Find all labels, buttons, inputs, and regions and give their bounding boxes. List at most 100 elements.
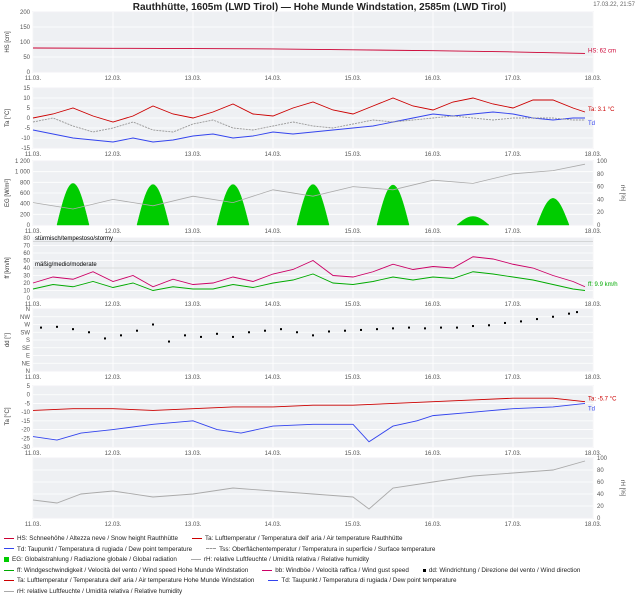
temp-x-tick: 12.03.	[105, 152, 122, 158]
snow-x-tick: 17.03.	[505, 76, 522, 82]
snow-x-tick: 14.03.	[265, 76, 282, 82]
wind-direction-point	[200, 335, 202, 338]
legend-item: Td: Taupunkt / Temperatura di rugiada / …	[4, 545, 192, 556]
legend-item: bb: Windböe / Velocità raffica / Wind gu…	[262, 566, 409, 577]
temp-x-tick: 16.03.	[425, 152, 442, 158]
wind-direction-point	[88, 331, 90, 334]
wind-direction-point	[376, 328, 378, 331]
legend-swatch-icon	[262, 569, 273, 571]
snow-x-tick: 11.03.	[25, 76, 42, 82]
wind-x-tick: 11.03.	[25, 302, 42, 308]
direction-x-tick: 14.03.	[265, 375, 282, 381]
snow-annotation: HS: 62 cm	[588, 48, 616, 54]
temp-y-label: Ta [°C]	[5, 109, 11, 127]
radiation-y2-tick: 100	[597, 159, 608, 165]
legend-row: HS: Schneehöhe / Altezza neve / Snow hei…	[4, 534, 636, 545]
direction-x-tick: 18.03.	[585, 375, 602, 381]
legend-swatch-icon	[4, 548, 14, 550]
wind-y-tick: 50	[23, 259, 30, 265]
temp-annotation: Td	[588, 121, 595, 127]
snow-x-tick: 13.03.	[185, 76, 202, 82]
snow-x-tick: 16.03.	[425, 76, 442, 82]
legend-label: bb: Windböe / Velocità raffica / Wind gu…	[275, 566, 409, 574]
wind-direction-point	[184, 334, 186, 337]
wind-direction-point	[360, 328, 362, 331]
wind-bb-line	[32, 256, 586, 288]
radiation-y-tick: 800	[20, 180, 31, 186]
mountain-humidity-panel-bg	[32, 457, 594, 519]
temp-y-tick: -15	[21, 146, 30, 152]
legend-row: Td: Taupunkt / Temperatura di rugiada / …	[4, 545, 636, 556]
mountain-y-tick: -10	[21, 410, 30, 416]
mountain-annotation: Td	[588, 406, 595, 412]
legend-row: Ta: Lufttemperatur / Temperatura dell' a…	[4, 576, 636, 587]
legend-row: ff: Windgeschwindigkeit / Velocità del v…	[4, 566, 636, 577]
radiation-y-tick: 600	[20, 191, 31, 197]
wind-direction-point	[408, 326, 410, 329]
legend-swatch-icon	[4, 537, 14, 539]
wind-direction-point	[312, 334, 314, 337]
legend-swatch-icon	[206, 548, 217, 550]
wind-direction-point	[488, 324, 490, 327]
mountain-ta-line	[32, 397, 586, 411]
mountain-humidity-x-tick: 16.03.	[425, 522, 442, 528]
wind-y-tick: 60	[23, 251, 30, 257]
legend-swatch-icon	[4, 557, 9, 563]
mountain-x-tick: 12.03.	[105, 451, 122, 457]
wind-y-tick: 30	[23, 274, 30, 280]
direction-x-tick: 13.03.	[185, 375, 202, 381]
radiation-y-tick: 1 000	[15, 170, 31, 176]
wind-direction-point	[248, 331, 250, 334]
radiation-x-tick: 15.03.	[345, 229, 362, 235]
snow-x-tick: 15.03.	[345, 76, 362, 82]
radiation-y2-label: rH [%]	[619, 185, 625, 202]
direction-y-tick: SW	[20, 330, 30, 336]
radiation-day-area	[216, 184, 250, 226]
snow-y-label: HS [cm]	[5, 31, 11, 53]
radiation-y-tick: 400	[20, 202, 31, 208]
wind-y-label: ff [km/h]	[5, 257, 11, 279]
wind-y-tick: 40	[23, 266, 30, 272]
legend-label: EG: Globalstrahlung / Radiazione globale…	[12, 556, 177, 564]
direction-x-tick: 17.03.	[505, 375, 522, 381]
legend-label: Ta: Lufttemperatur / Temperatura dell' a…	[205, 535, 403, 542]
legend: HS: Schneehöhe / Altezza neve / Snow hei…	[4, 534, 636, 598]
radiation-y-tick: 0	[27, 223, 31, 229]
legend-swatch-icon	[4, 569, 14, 571]
mountain-humidity-y2-tick: 100	[597, 456, 608, 462]
radiation-y-tick: 200	[20, 212, 31, 218]
wind-y-tick: 20	[23, 281, 30, 287]
radiation-x-tick: 12.03.	[105, 229, 122, 235]
legend-item: HS: Schneehöhe / Altezza neve / Snow hei…	[4, 534, 178, 545]
radiation-x-tick: 11.03.	[25, 229, 42, 235]
wind-direction-point	[392, 327, 394, 330]
mountain-humidity-x-tick: 13.03.	[185, 522, 202, 528]
mountain-x-tick: 17.03.	[505, 451, 522, 457]
temp-ta-line	[32, 97, 586, 123]
mountain-humidity-y2-tick: 80	[597, 468, 604, 474]
mountain-humidity-y2-tick: 0	[597, 516, 601, 522]
legend-swatch-icon	[192, 537, 203, 539]
wind-direction-point	[344, 329, 346, 332]
mountain-y-tick: -20	[21, 428, 30, 434]
radiation-day-area	[376, 184, 410, 226]
wind-x-tick: 15.03.	[345, 302, 362, 308]
temp-y-tick: -10	[21, 136, 30, 142]
wind-direction-point	[232, 335, 234, 338]
direction-y-tick: N	[26, 307, 30, 313]
snow-x-tick: 18.03.	[585, 76, 602, 82]
wind-y-tick: 80	[23, 236, 30, 242]
legend-item: ff: Windgeschwindigkeit / Velocità del v…	[4, 566, 248, 577]
wind-x-tick: 12.03.	[105, 302, 122, 308]
mountain-panel-bg	[32, 385, 594, 448]
radiation-y2-tick: 20	[597, 210, 604, 216]
mountain-x-tick: 15.03.	[345, 451, 362, 457]
mountain-humidity-y2-tick: 20	[597, 504, 604, 510]
legend-label: HS: Schneehöhe / Altezza neve / Snow hei…	[17, 535, 179, 542]
temp-tss-line	[32, 115, 585, 133]
wind-direction-point	[104, 337, 106, 340]
wind-direction-point	[216, 332, 218, 335]
humidity-line	[32, 163, 586, 210]
mountain-x-tick: 13.03.	[185, 451, 202, 457]
radiation-y-label: EG [W/m²]	[5, 179, 11, 207]
